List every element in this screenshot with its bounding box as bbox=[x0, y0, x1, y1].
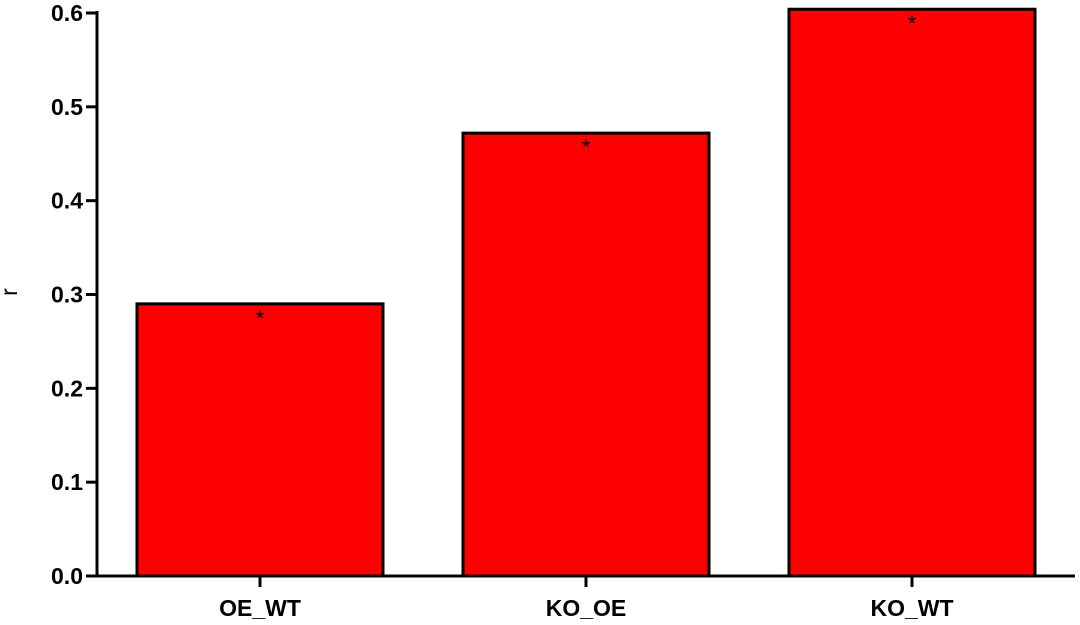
y-tick-label: 0.2 bbox=[51, 375, 83, 401]
y-tick-label: 0.1 bbox=[51, 469, 83, 495]
x-tick-label: OE_WT bbox=[219, 595, 301, 621]
significance-marker: * bbox=[908, 11, 917, 36]
y-tick-label: 0.3 bbox=[51, 282, 83, 308]
x-tick-label: KO_WT bbox=[870, 595, 953, 621]
axes-layer bbox=[86, 11, 1075, 587]
significance-marker: * bbox=[582, 135, 591, 160]
bar-ko-wt bbox=[787, 7, 1037, 578]
y-tick-label: 0.0 bbox=[51, 563, 83, 589]
y-tick-label: 0.6 bbox=[51, 0, 83, 26]
y-axis-title: r bbox=[0, 288, 22, 296]
labels-layer: * OE_WT * KO_OE * KO_WT 0.0 0.1 0.2 0.3 0.4 0.5 0.6 bbox=[51, 0, 954, 621]
bar-oe-wt bbox=[135, 302, 385, 578]
y-tick-label: 0.5 bbox=[51, 94, 83, 120]
x-tick-label: KO_OE bbox=[546, 595, 627, 621]
bar-ko-oe bbox=[461, 131, 711, 578]
bars-layer bbox=[135, 7, 1037, 578]
significance-marker: * bbox=[256, 306, 265, 331]
y-tick-label: 0.4 bbox=[51, 188, 83, 214]
